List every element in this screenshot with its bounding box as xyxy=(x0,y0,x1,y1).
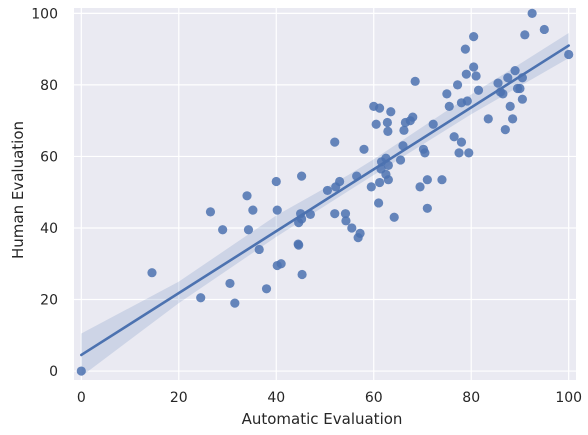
x-tick-label: 100 xyxy=(555,390,582,406)
data-point xyxy=(539,24,549,35)
data-point xyxy=(442,89,452,99)
regression-line-group xyxy=(80,44,570,357)
data-point xyxy=(147,268,157,278)
data-point xyxy=(422,175,432,185)
data-point xyxy=(456,137,467,147)
data-point xyxy=(399,125,409,135)
data-point xyxy=(276,259,286,269)
data-point xyxy=(374,103,385,113)
data-point xyxy=(462,96,472,106)
data-point xyxy=(469,62,479,72)
data-point xyxy=(341,216,351,226)
x-tick-label: 40 xyxy=(267,390,285,406)
data-point xyxy=(294,240,304,250)
x-tick-label: 0 xyxy=(77,390,86,406)
data-point xyxy=(517,94,527,104)
data-point xyxy=(382,117,392,128)
data-point xyxy=(428,119,438,129)
data-point xyxy=(422,203,432,213)
y-tick-label: 80 xyxy=(40,78,58,94)
data-point xyxy=(366,182,376,192)
x-tick-label: 20 xyxy=(170,390,188,406)
data-point xyxy=(498,89,508,99)
y-axis-label: Human Evaluation xyxy=(9,121,27,259)
data-point xyxy=(410,76,420,86)
data-point xyxy=(272,205,282,215)
data-point xyxy=(374,177,385,188)
data-point xyxy=(420,148,430,158)
data-point xyxy=(261,284,272,294)
data-point xyxy=(508,114,518,124)
y-tick-label: 0 xyxy=(49,364,58,380)
data-point xyxy=(248,205,258,215)
data-point xyxy=(503,73,513,83)
data-point xyxy=(461,69,471,79)
data-point xyxy=(371,119,381,129)
data-point xyxy=(340,209,351,219)
data-point xyxy=(218,225,228,235)
data-point xyxy=(408,112,418,122)
regression-line xyxy=(80,44,570,357)
data-point xyxy=(460,44,470,54)
x-axis-label: Automatic Evaluation xyxy=(242,410,403,428)
data-point xyxy=(383,175,393,185)
y-tick-label: 100 xyxy=(31,6,58,22)
x-tick-label: 60 xyxy=(365,390,383,406)
data-point xyxy=(297,269,307,280)
data-point xyxy=(76,366,86,376)
y-tick-label: 40 xyxy=(40,221,58,237)
data-point xyxy=(205,207,216,217)
data-point xyxy=(520,30,530,40)
data-point xyxy=(527,8,537,18)
confidence-band-area xyxy=(81,33,569,377)
data-point xyxy=(335,176,345,187)
data-point xyxy=(452,80,463,90)
confidence-band xyxy=(81,33,569,377)
data-point xyxy=(444,101,454,111)
data-point xyxy=(355,228,365,238)
data-point xyxy=(469,32,479,42)
data-point xyxy=(243,225,254,235)
grid-lines xyxy=(74,8,576,380)
data-point xyxy=(449,132,459,142)
data-point xyxy=(564,49,574,60)
data-point xyxy=(254,244,264,255)
data-point xyxy=(464,148,474,158)
data-point xyxy=(330,137,340,147)
data-point xyxy=(454,148,464,158)
data-point xyxy=(230,298,240,308)
data-point xyxy=(471,71,481,81)
data-point xyxy=(271,176,281,187)
data-point xyxy=(510,65,520,76)
data-point xyxy=(347,223,357,233)
data-point xyxy=(359,144,369,154)
data-point xyxy=(437,175,447,185)
data-point xyxy=(483,114,493,124)
data-point xyxy=(500,125,510,135)
data-point xyxy=(395,155,406,165)
data-point xyxy=(374,198,384,208)
data-point xyxy=(196,293,206,303)
data-point xyxy=(389,212,399,222)
data-points xyxy=(76,8,574,376)
data-point xyxy=(493,78,503,88)
data-point xyxy=(330,209,340,219)
data-point xyxy=(383,160,393,170)
data-point xyxy=(415,182,425,192)
data-point xyxy=(297,171,307,181)
data-point xyxy=(225,278,235,289)
data-point xyxy=(386,107,396,117)
data-point xyxy=(505,101,515,111)
tick-labels: 0 20 40 60 80 100 0 20 40 60 80 100 xyxy=(31,6,582,406)
x-tick-label: 80 xyxy=(462,390,480,406)
y-tick-label: 60 xyxy=(40,149,58,165)
y-tick-label: 20 xyxy=(40,293,58,309)
data-point xyxy=(473,85,484,95)
data-point xyxy=(242,191,252,201)
data-point xyxy=(322,185,333,196)
data-point xyxy=(515,83,525,94)
data-point xyxy=(383,126,393,137)
